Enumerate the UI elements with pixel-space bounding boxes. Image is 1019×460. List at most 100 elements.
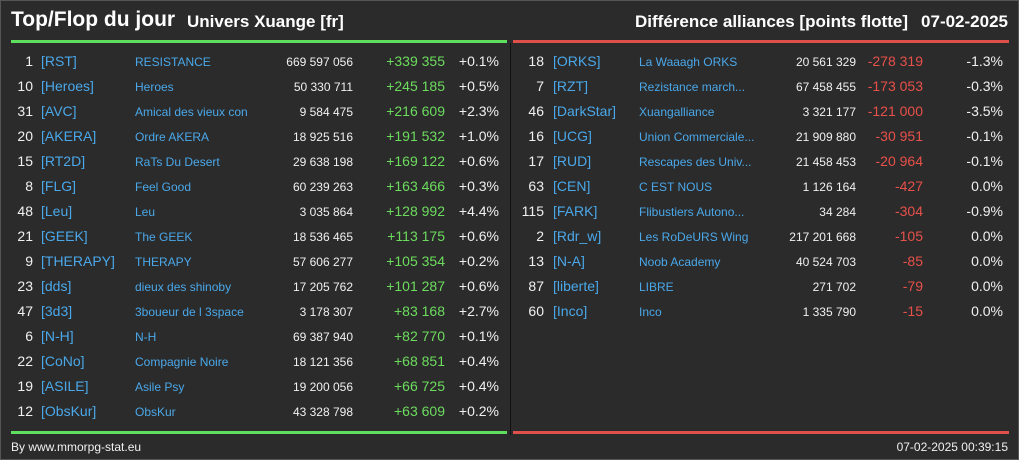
points-difference: -173 053 [867, 78, 923, 94]
alliance-name-link[interactable]: Feel Good [135, 180, 192, 194]
fleet-points: 21 458 453 [795, 155, 856, 169]
alliance-name-link[interactable]: Amical des vieux con [135, 105, 248, 119]
percent-change: +0.5% [458, 78, 499, 94]
alliance-rank: 2 [536, 228, 544, 244]
points-difference: +113 175 [387, 228, 445, 244]
alliance-name-link[interactable]: Ordre AKERA [135, 130, 210, 144]
percent-change: -0.1% [966, 153, 1003, 169]
alliance-name-link[interactable]: Xuangalliance [639, 105, 715, 119]
alliance-name-link[interactable]: Noob Academy [639, 255, 721, 269]
alliance-name-link[interactable]: Heroes [135, 80, 174, 94]
fleet-points: 1 126 164 [802, 180, 856, 194]
fleet-points: 18 925 516 [292, 130, 353, 144]
alliance-tag-link[interactable]: [RUD] [553, 153, 592, 169]
points-difference: -15 [902, 303, 923, 319]
percent-change: +0.6% [458, 278, 499, 294]
points-difference: +105 354 [386, 253, 445, 269]
alliance-tag-link[interactable]: [DarkStar] [553, 103, 617, 119]
alliance-name-link[interactable]: RaTs Du Desert [135, 155, 220, 169]
alliance-tag-link[interactable]: [Heroes] [41, 78, 94, 94]
alliance-name-link[interactable]: C EST NOUS [639, 180, 713, 194]
alliance-name-link[interactable]: Leu [135, 205, 156, 219]
points-difference: +169 122 [386, 153, 445, 169]
alliance-tag-link[interactable]: [3d3] [41, 303, 73, 319]
points-difference: -85 [902, 253, 923, 269]
alliance-tag-link[interactable]: [N-H] [41, 328, 74, 344]
alliance-name-link[interactable]: Union Commerciale... [639, 130, 755, 144]
percent-change: +2.3% [458, 103, 499, 119]
alliance-name-link[interactable]: Asile Psy [135, 380, 185, 394]
alliance-tag-link[interactable]: [Inco] [553, 303, 588, 319]
alliance-rank: 12 [17, 403, 33, 419]
alliance-tag-link[interactable]: [N-A] [553, 253, 585, 269]
fleet-points: 17 205 762 [292, 280, 353, 294]
alliance-name-link[interactable]: LIBRE [639, 280, 674, 294]
percent-change: 0.0% [971, 228, 1003, 244]
page-title: Top/Flop du jour [11, 8, 176, 31]
alliance-rank: 87 [528, 278, 544, 294]
alliance-name-link[interactable]: dieux des shinoby [135, 280, 232, 294]
alliance-name-link[interactable]: THERAPY [135, 255, 192, 269]
alliance-tag-link[interactable]: [ORKS] [553, 53, 601, 69]
points-difference: +339 355 [386, 53, 445, 69]
alliance-tag-link[interactable]: [CoNo] [41, 353, 85, 369]
percent-change: -1.3% [966, 53, 1003, 69]
universe-label: Univers Xuange [fr] [187, 12, 344, 31]
alliance-tag-link[interactable]: [FARK] [553, 203, 598, 219]
alliance-tag-link[interactable]: [dds] [41, 278, 72, 294]
alliance-tag-link[interactable]: [THERAPY] [41, 253, 115, 269]
report-date: 07-02-2025 [921, 12, 1008, 31]
alliance-tag-link[interactable]: [ASILE] [41, 378, 89, 394]
alliance-tag-link[interactable]: [GEEK] [41, 228, 88, 244]
points-difference: -30 951 [875, 128, 923, 144]
alliance-name-link[interactable]: ObsKur [135, 405, 176, 419]
points-difference: -278 319 [867, 53, 923, 69]
alliance-name-link[interactable]: Compagnie Noire [135, 355, 229, 369]
percent-change: +2.7% [458, 303, 499, 319]
alliance-name-link[interactable]: Rezistance march... [639, 80, 746, 94]
fleet-points: 3 321 177 [802, 105, 856, 119]
alliance-name-link[interactable]: The GEEK [135, 230, 193, 244]
alliance-tag-link[interactable]: [Leu] [41, 203, 73, 219]
alliance-tag-link[interactable]: [RZT] [553, 78, 588, 94]
points-difference: +191 532 [386, 128, 445, 144]
points-difference: -20 964 [875, 153, 923, 169]
alliance-tag-link[interactable]: [CEN] [553, 178, 591, 194]
points-difference: +101 287 [386, 278, 445, 294]
alliance-rank: 63 [528, 178, 544, 194]
percent-change: 0.0% [971, 178, 1003, 194]
alliance-name-link[interactable]: La Waaagh ORKS [639, 55, 738, 69]
alliance-tag-link[interactable]: [RST] [41, 53, 77, 69]
alliance-tag-link[interactable]: [AVC] [41, 103, 77, 119]
percent-change: +0.2% [458, 403, 499, 419]
points-difference: +66 725 [394, 378, 445, 394]
alliance-name-link[interactable]: Les RoDeURS Wing [639, 230, 749, 244]
alliance-name-link[interactable]: Flibustiers Autono... [639, 205, 745, 219]
fleet-points: 18 121 356 [292, 355, 353, 369]
alliance-rank: 21 [17, 228, 33, 244]
points-difference: +245 185 [386, 78, 445, 94]
alliance-tag-link[interactable]: [UCG] [553, 128, 592, 144]
fleet-points: 271 702 [812, 280, 856, 294]
alliance-name-link[interactable]: N-H [135, 330, 157, 344]
alliance-tag-link[interactable]: [AKERA] [41, 128, 97, 144]
points-difference: +216 609 [386, 103, 445, 119]
alliance-tag-link[interactable]: [ObsKur] [41, 403, 97, 419]
alliance-name-link[interactable]: 3boueur de l 3space [135, 305, 244, 319]
fleet-points: 18 536 465 [292, 230, 353, 244]
alliance-rank: 46 [528, 103, 544, 119]
alliance-tag-link[interactable]: [FLG] [41, 178, 77, 194]
alliance-name-link[interactable]: RESISTANCE [135, 55, 211, 69]
alliance-name-link[interactable]: Rescapes des Univ... [639, 155, 752, 169]
header: Top/Flop du jour Univers Xuange [fr] Dif… [1, 1, 1018, 41]
percent-change: -0.3% [966, 78, 1003, 94]
alliance-tag-link[interactable]: [liberte] [553, 278, 599, 294]
alliance-rank: 115 [521, 203, 544, 219]
alliance-tag-link[interactable]: [Rdr_w] [553, 228, 602, 244]
alliance-tag-link[interactable]: [RT2D] [41, 153, 86, 169]
alliance-rank: 9 [25, 253, 33, 269]
fleet-points: 57 606 277 [292, 255, 353, 269]
alliance-name-link[interactable]: Inco [639, 305, 662, 319]
alliance-rank: 8 [25, 178, 33, 194]
